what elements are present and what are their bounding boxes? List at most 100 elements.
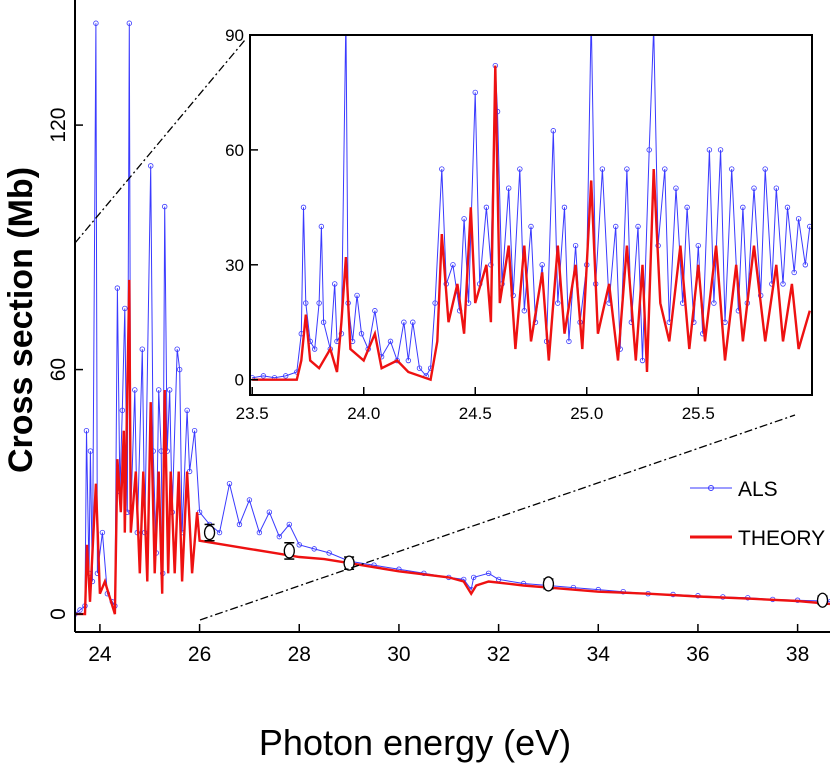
y-tick-label: 120: [47, 108, 70, 143]
data-point: [470, 574, 477, 581]
reference-point: [283, 543, 295, 559]
data-point: [485, 570, 492, 577]
data-point: [354, 292, 360, 299]
data-point: [316, 300, 322, 306]
data-point: [77, 607, 83, 613]
data-point: [773, 185, 780, 191]
data-point: [662, 166, 668, 172]
plot-area: [250, 14, 812, 382]
x-tick-label: 23.5: [236, 404, 269, 423]
data-point: [472, 89, 478, 96]
data-point: [387, 338, 394, 345]
data-point: [300, 204, 307, 211]
data-point: [99, 529, 106, 536]
reference-point: [816, 592, 829, 608]
x-tick-label: 28: [288, 643, 311, 666]
data-point: [122, 305, 128, 312]
x-tick-label: 26: [188, 643, 211, 666]
data-point: [256, 529, 263, 536]
data-point: [132, 387, 138, 393]
x-axis-title: Photon energy (eV): [259, 722, 571, 763]
data-point: [93, 20, 99, 26]
data-point: [461, 216, 467, 222]
data-point: [706, 147, 713, 153]
data-point: [505, 185, 512, 191]
legend-marker: [708, 485, 714, 491]
data-point: [236, 521, 243, 528]
data-point: [673, 185, 679, 191]
x-tick-label: 32: [487, 643, 510, 666]
data-point: [114, 285, 121, 291]
data-point: [372, 308, 378, 314]
data-point: [791, 269, 797, 276]
data-point: [246, 497, 253, 503]
data-point: [184, 407, 190, 414]
data-point: [572, 242, 579, 249]
data-point: [311, 346, 318, 352]
data-point: [483, 204, 490, 211]
y-tick-label: 90: [225, 26, 244, 45]
series-line: [75, 279, 830, 616]
data-point: [401, 319, 407, 325]
data-point: [599, 166, 606, 172]
data-point: [260, 373, 267, 379]
series-line: [75, 23, 830, 615]
data-point: [613, 223, 619, 230]
main-plot: 24 26 28 30 32 34 36 38 0 60 120 ALS THEORY: [47, 0, 830, 666]
data-point: [410, 319, 416, 325]
data-point: [266, 509, 273, 515]
x-tick-label: 24: [88, 643, 112, 666]
zoom-line: [74, 39, 246, 244]
data-point: [176, 366, 183, 373]
data-point: [191, 428, 198, 434]
data-point: [226, 480, 233, 487]
reference-point: [343, 555, 355, 571]
data-point: [802, 262, 809, 268]
data-point: [303, 300, 309, 306]
data-point: [555, 300, 561, 306]
zoom-line: [199, 414, 796, 621]
x-tick-label: 34: [587, 643, 611, 666]
data-point: [539, 262, 545, 268]
x-tick-label: 30: [387, 643, 410, 666]
data-point: [318, 223, 325, 230]
series-line: [252, 35, 811, 379]
data-point: [166, 387, 173, 393]
data-point: [566, 338, 572, 345]
data-point: [276, 533, 283, 540]
data-point: [216, 529, 223, 536]
data-point: [87, 448, 94, 454]
data-point: [795, 216, 802, 222]
data-point: [286, 521, 292, 528]
reference-point: [203, 524, 216, 541]
data-point: [521, 308, 528, 314]
data-point: [589, 14, 594, 19]
data-point: [729, 166, 735, 172]
y-axis-title: Cross section (Mb): [2, 167, 40, 473]
data-point: [156, 387, 162, 393]
data-point: [646, 147, 652, 153]
data-point: [405, 357, 412, 364]
data-point: [311, 546, 317, 552]
x-tick-label: 24.5: [459, 404, 492, 423]
data-point: [126, 20, 133, 26]
x-tick-label: 25.0: [570, 404, 603, 423]
data-point: [517, 166, 523, 172]
data-point: [344, 14, 349, 19]
y-tick-label: 60: [47, 358, 70, 381]
x-tick-label: 36: [686, 643, 709, 666]
data-point: [762, 166, 768, 172]
x-tick-label: 38: [786, 643, 809, 666]
data-point: [651, 25, 656, 30]
data-point: [780, 281, 786, 287]
data-point: [639, 357, 646, 364]
data-point: [282, 373, 289, 379]
data-point: [784, 204, 791, 211]
reference-point: [542, 576, 555, 592]
series-line: [252, 65, 811, 382]
data-point: [561, 204, 568, 211]
data-point: [296, 542, 302, 548]
y-tick-label: 0: [235, 371, 244, 390]
data-point: [174, 346, 180, 352]
